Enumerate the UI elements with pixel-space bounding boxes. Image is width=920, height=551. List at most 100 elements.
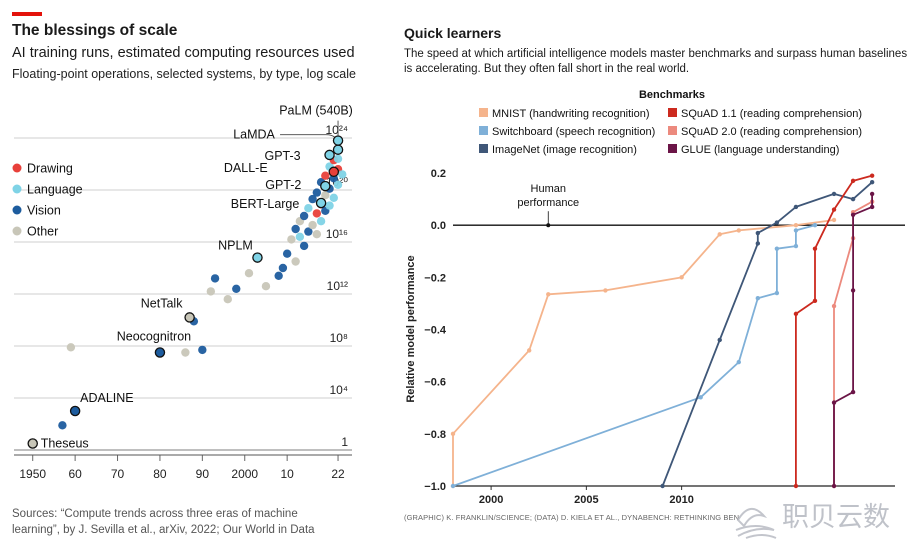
series-point: [450, 431, 456, 437]
data-point-vision: [291, 224, 300, 234]
right-title: Quick learners: [404, 25, 502, 41]
data-point-other: [223, 295, 232, 304]
data-point-other: [66, 343, 76, 352]
x-tick-label: 1950: [19, 467, 46, 481]
legend-label: Vision: [27, 204, 61, 218]
left-source: Sources: “Compute trends across three er…: [12, 508, 315, 536]
data-point-language: [329, 193, 338, 202]
y-tick-label: 1: [341, 435, 348, 449]
y-tick-label: 10⁸: [330, 331, 348, 345]
y-tick-label: −0.6: [424, 377, 446, 389]
series-point: [850, 288, 856, 293]
data-point-vision: [232, 284, 241, 293]
series-point: [850, 212, 856, 217]
data-point-language: [333, 154, 343, 163]
x-tick-label: 70: [111, 467, 125, 481]
x-tick-label: 2005: [574, 494, 598, 506]
watermark-text: 职贝云数: [782, 502, 890, 532]
series-point: [774, 290, 780, 296]
series-point: [603, 288, 608, 293]
scale-scatter-chart: 110⁴10⁸10¹²10¹⁶10²⁰10²⁴19506070809020001…: [12, 104, 353, 481]
point-label: Theseus: [41, 437, 89, 451]
labeled-point: [27, 438, 38, 449]
series-point: [831, 400, 837, 405]
series-point: [831, 217, 837, 223]
y-tick-label: 0.0: [431, 220, 446, 232]
series-point: [527, 348, 532, 353]
legend-label: Language: [27, 183, 83, 197]
legend-label: Switchboard (speech recognition): [492, 126, 655, 138]
data-point-language: [316, 217, 326, 226]
series-point: [736, 228, 741, 233]
series-line: [833, 193, 874, 486]
data-point-language: [295, 232, 305, 241]
labeled-point: [252, 252, 263, 263]
series-point: [869, 191, 875, 197]
legend-marker-vision: [12, 205, 22, 215]
series-point: [736, 359, 741, 365]
point-label: BERT-Large: [231, 197, 300, 211]
data-point-vision: [58, 421, 67, 430]
data-point-other: [308, 220, 317, 230]
series-point: [774, 220, 780, 225]
data-point-other: [206, 287, 216, 296]
data-point-vision: [299, 211, 309, 221]
x-tick-label: 2000: [231, 467, 258, 481]
left-panel: The blessings of scale AI training runs,…: [0, 0, 380, 551]
data-point-vision: [304, 227, 313, 236]
x-tick-label: 22: [331, 467, 345, 481]
baseline-marker: [546, 223, 551, 228]
data-point-other: [321, 191, 330, 200]
data-point-vision: [274, 271, 283, 280]
data-point-vision: [198, 345, 207, 355]
series-line: [661, 181, 873, 487]
left-note: Floating-point operations, selected syst…: [12, 67, 356, 81]
series-point: [812, 298, 818, 304]
x-tick-label: 10: [280, 467, 294, 481]
labeled-point: [328, 166, 340, 178]
legend-label: ImageNet (image recognition): [492, 144, 637, 156]
series-point: [869, 179, 875, 185]
labeled-point: [332, 135, 344, 146]
data-point-other: [312, 230, 322, 239]
series-point: [774, 246, 780, 251]
baseline-label: performance: [517, 197, 579, 209]
x-tick-label: 2000: [479, 494, 503, 506]
point-label: GPT-3: [264, 149, 300, 163]
data-point-drawing: [321, 171, 330, 180]
y-tick-label: −0.4: [424, 325, 447, 337]
x-tick-label: 60: [68, 467, 82, 481]
labeled-point: [332, 144, 344, 155]
data-point-vision: [299, 241, 309, 251]
point-label: Neocognitron: [117, 330, 191, 344]
series-point: [850, 389, 856, 395]
right-subtitle: The speed at which artificial intelligen…: [404, 48, 908, 75]
y-tick-label: 10¹⁶: [326, 227, 348, 241]
x-tick-label: 2010: [669, 494, 693, 506]
data-point-other: [181, 348, 190, 357]
series-point: [660, 483, 665, 489]
data-point-other: [287, 235, 296, 244]
data-point-vision: [308, 194, 317, 204]
data-point-vision: [210, 274, 220, 283]
series-line: [452, 224, 816, 487]
left-subtitle: AI training runs, estimated computing re…: [12, 45, 355, 61]
legend-swatch: [479, 108, 488, 117]
labeled-point: [154, 347, 166, 358]
series-point: [812, 223, 818, 228]
series-point: [793, 223, 799, 228]
data-point-drawing: [312, 209, 322, 218]
accent-bar: [12, 12, 42, 16]
y-tick-label: −0.2: [424, 272, 446, 284]
watermark-logo-icon: [735, 508, 777, 539]
series-point: [831, 303, 837, 309]
y-tick-label: 10⁴: [329, 383, 348, 397]
point-label: DALL-E: [224, 161, 268, 175]
series-point: [793, 483, 799, 489]
legend-marker-language: [12, 184, 22, 194]
data-point-vision: [282, 249, 292, 258]
legend-label: Drawing: [27, 162, 73, 176]
y-axis-label: Relative model performance: [405, 255, 417, 402]
series-point: [698, 395, 703, 400]
point-label: LaMDA: [233, 128, 275, 142]
